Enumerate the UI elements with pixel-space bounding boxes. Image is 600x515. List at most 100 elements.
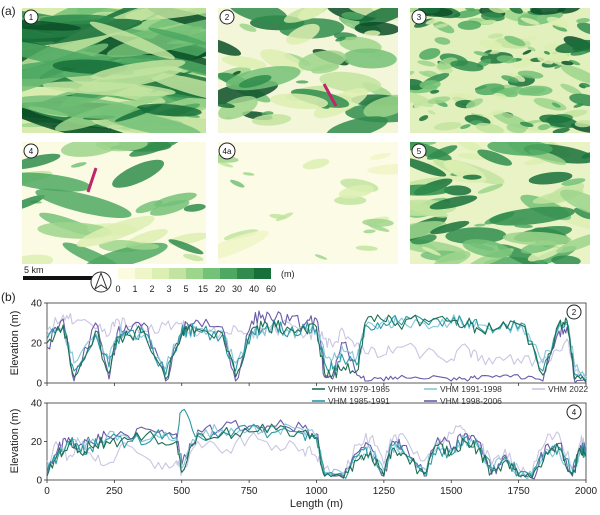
profile-badge xyxy=(566,304,582,320)
legend-label: VHM 1985-1991 xyxy=(328,396,390,406)
colorbar-swatch xyxy=(237,268,254,279)
legend-item: VHM 1998-2006 xyxy=(424,396,502,406)
plot-frame xyxy=(46,302,587,384)
colorbar-unit: (m) xyxy=(281,269,295,279)
y-axis-label-top: Elevation (m) xyxy=(9,311,21,376)
series-vhm-1979-1985 xyxy=(46,314,587,382)
colorbar-tick-label: 30 xyxy=(232,284,242,294)
colorbar-tick-label: 60 xyxy=(266,284,276,294)
colorbar-swatch xyxy=(220,268,237,279)
colorbar-tick-label: 20 xyxy=(215,284,225,294)
map-badge-label: 4 xyxy=(29,147,34,156)
profile-badge-label: 2 xyxy=(572,308,577,317)
series-line xyxy=(46,314,587,382)
map-tile-1: 1 xyxy=(22,8,206,133)
map-badge-label: 5 xyxy=(417,147,422,156)
map-badge-label: 3 xyxy=(417,13,422,22)
map-tile-5: 5 xyxy=(410,142,590,264)
colorbar-swatch xyxy=(169,268,186,279)
profile-badge xyxy=(566,404,582,420)
x-tick-label: 1250 xyxy=(373,486,396,497)
map-badge xyxy=(23,143,39,159)
series-vhm-1985-1991 xyxy=(46,314,587,382)
map-badge xyxy=(411,9,427,25)
map-badge xyxy=(218,142,236,160)
series-vhm-1985-1991 xyxy=(46,408,587,479)
map-badge xyxy=(23,9,39,25)
legend-label: VHM 1998-2006 xyxy=(440,396,502,406)
scale-bar: 5 km xyxy=(23,265,99,280)
panel-a-label: (a) xyxy=(1,4,16,18)
series-line xyxy=(46,408,587,479)
map-tile-4: 4 xyxy=(22,142,206,264)
legend-label: VHM 2022 xyxy=(548,384,588,394)
colorbar-tick-label: 2 xyxy=(149,284,154,294)
colorbar-tick-label: 15 xyxy=(198,284,208,294)
scale-bar-line xyxy=(23,276,99,280)
colorbar-tick-label: 5 xyxy=(183,284,188,294)
series-line xyxy=(46,423,587,480)
transect-line-4 xyxy=(86,167,98,193)
colorbar-swatch xyxy=(254,268,271,279)
map-badge xyxy=(219,9,235,25)
y-tick-label: 20 xyxy=(31,339,43,350)
map-grid: 1 2 3 4 4a 5 xyxy=(22,8,590,264)
x-tick-label: 500 xyxy=(173,486,190,497)
x-tick-label: 1750 xyxy=(508,486,531,497)
x-tick-label: 1000 xyxy=(305,486,328,497)
transect-line-2 xyxy=(322,83,338,107)
scale-bar-label: 5 km xyxy=(24,265,44,275)
profile-badge-label: 4 xyxy=(572,408,577,417)
legend-label: VHM 1979-1985 xyxy=(328,384,390,394)
series-line xyxy=(46,312,587,378)
legend-label: VHM 1991-1998 xyxy=(440,384,502,394)
series-vhm-1979-1985 xyxy=(46,423,587,479)
y-tick-label: 20 xyxy=(31,437,43,448)
x-tick-label: 0 xyxy=(44,486,50,497)
y-tick-label: 40 xyxy=(31,399,43,410)
y-axis-label-bottom: Elevation (m) xyxy=(9,409,21,474)
panel-b-label: (b) xyxy=(1,290,16,304)
y-tick-label: 40 xyxy=(31,299,43,310)
map-badge-label: 4a xyxy=(223,147,232,156)
series-vhm-2022 xyxy=(46,312,587,378)
legend-item: VHM 1979-1985 xyxy=(312,384,390,394)
colorbar-swatch xyxy=(118,268,135,279)
map-badge-label: 2 xyxy=(225,13,230,22)
x-tick-label: 750 xyxy=(241,486,258,497)
series-line xyxy=(46,424,587,477)
series-vhm-2022 xyxy=(46,424,587,477)
colorbar-tick-label: 1 xyxy=(132,284,137,294)
series-vhm-1998-2006 xyxy=(46,310,587,384)
map-badge xyxy=(411,143,427,159)
colorbar: 0 1 2 3 5 15 20 30 40 60 (m) xyxy=(115,268,295,294)
colorbar-tick-label: 3 xyxy=(166,284,171,294)
x-tick-label: 1500 xyxy=(440,486,463,497)
colorbar-swatch xyxy=(152,268,169,279)
colorbar-swatch xyxy=(186,268,203,279)
series-line xyxy=(46,314,587,382)
map-badge-label: 1 xyxy=(29,13,34,22)
legend: VHM 1979-1985 VHM 1991-1998 VHM 2022 VHM 19… xyxy=(312,384,588,406)
north-arrow-icon xyxy=(90,271,112,293)
profile-2-chart: 0 20 40 2 VHM 1979-1985 VHM 1991-1998 VHM 2022… xyxy=(9,299,588,407)
legend-item: VHM 2022 xyxy=(532,384,588,394)
x-tick-label: 250 xyxy=(106,486,123,497)
map-tile-2: 2 xyxy=(218,8,398,133)
series-vhm-1991-1998 xyxy=(46,423,587,480)
y-tick-label: 0 xyxy=(36,476,42,487)
colorbar-tick-label: 0 xyxy=(115,284,120,294)
colorbar-tick-label: 40 xyxy=(249,284,259,294)
x-axis-label: Length (m) xyxy=(290,498,343,510)
x-tick-label: 2000 xyxy=(575,486,598,497)
map-tile-4a: 4a xyxy=(218,142,398,264)
map-tile-3: 3 xyxy=(410,8,590,133)
colorbar-swatch xyxy=(203,268,220,279)
y-tick-label: 0 xyxy=(36,379,42,390)
profile-4-chart: 0 20 40 0 250 500 750 1000 1250 1500 1750 2000 Lengt… xyxy=(9,399,598,511)
series-line xyxy=(46,423,587,479)
legend-item: VHM 1991-1998 xyxy=(424,384,502,394)
legend-item: VHM 1985-1991 xyxy=(312,396,390,406)
